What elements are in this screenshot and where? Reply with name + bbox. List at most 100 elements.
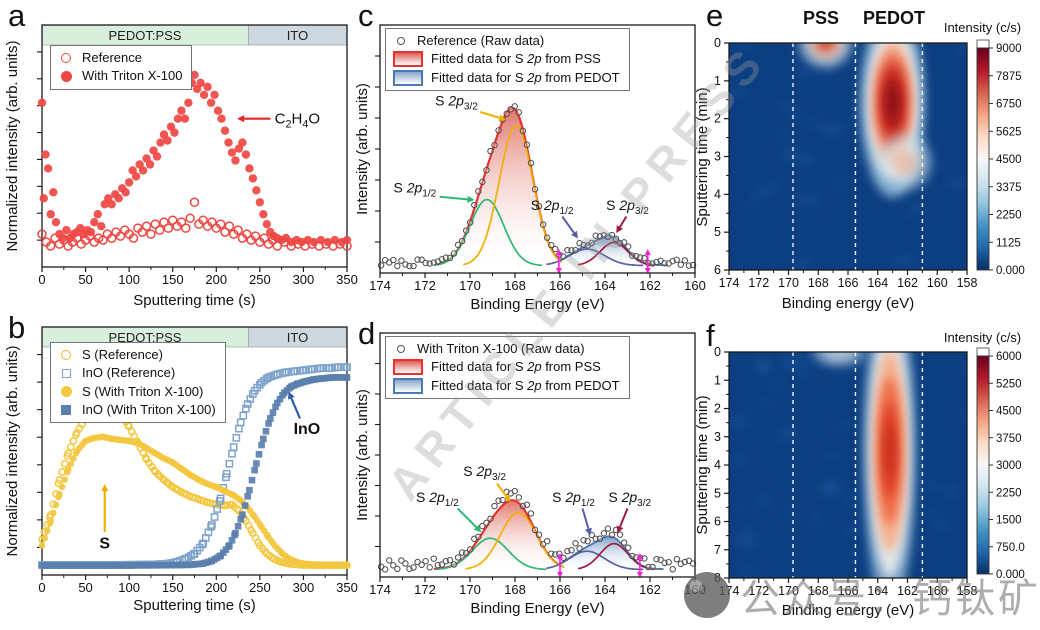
legend-label: Fitted data for S 2p from PSS	[431, 359, 601, 375]
open-circle-marker-icon	[58, 53, 74, 64]
panel-a-legend: Reference With Triton X-100	[50, 45, 193, 90]
legend-row-triton: With Triton X-100	[58, 68, 182, 84]
svg-text:S: S	[99, 536, 110, 553]
svg-text:S 2p3/2: S 2p3/2	[435, 92, 478, 112]
svg-text:150: 150	[162, 580, 184, 595]
svg-text:160: 160	[684, 278, 706, 293]
svg-text:0: 0	[714, 36, 721, 50]
svg-text:S 2p3/2: S 2p3/2	[463, 463, 506, 483]
svg-text:7: 7	[714, 543, 721, 557]
svg-text:1: 1	[714, 74, 721, 88]
svg-text:S 2p1/2: S 2p1/2	[531, 197, 574, 217]
svg-text:164: 164	[867, 584, 888, 598]
svg-text:1125: 1125	[996, 237, 1021, 249]
legend-row-s-triton: S (With Triton X-100)	[58, 384, 216, 400]
panel-b-x-axis-title: Sputtering time (s)	[133, 597, 256, 614]
panel-e-colorbar-title: Intensity (c/s)	[943, 20, 1022, 35]
svg-text:0: 0	[714, 345, 721, 359]
svg-text:5625: 5625	[996, 126, 1022, 138]
panel-f-colorbar-title: Intensity (c/s)	[943, 330, 1022, 345]
legend-row-ino-triton: InO (With Triton X-100)	[58, 402, 216, 418]
filled-square-marker-icon	[58, 404, 74, 415]
panel-e-pedot-region-label: PEDOT	[862, 8, 925, 28]
svg-text:6750: 6750	[996, 99, 1022, 111]
svg-text:174: 174	[719, 584, 740, 598]
legend-label: Reference	[82, 50, 142, 65]
blue-fit-swatch-icon	[393, 377, 423, 394]
panel-c-x-axis-title: Binding Energy (eV)	[470, 296, 605, 313]
panel-a-x-axis-title: Sputtering time (s)	[133, 292, 256, 309]
svg-text:350: 350	[336, 580, 358, 595]
panel-a-band-ito-label: ITO	[286, 28, 309, 43]
legend-label: InO (Reference)	[82, 365, 176, 381]
svg-text:250: 250	[249, 580, 271, 595]
svg-text:160: 160	[927, 276, 948, 290]
panel-e-pss-region-label: PSS	[802, 8, 840, 28]
svg-text:1500: 1500	[996, 515, 1022, 527]
svg-text:0: 0	[38, 580, 45, 595]
legend-row-raw-data: Reference (Raw data)	[393, 33, 620, 49]
svg-text:158: 158	[957, 584, 978, 598]
svg-text:InO: InO	[294, 421, 321, 438]
svg-text:6: 6	[714, 263, 721, 277]
legend-row-reference: Reference	[58, 50, 182, 66]
svg-text:172: 172	[748, 276, 769, 290]
legend-label: S (Reference)	[82, 347, 163, 362]
panel-a-letter: a	[8, 0, 26, 33]
svg-text:162: 162	[897, 276, 918, 290]
svg-text:3: 3	[714, 150, 721, 164]
svg-text:200: 200	[205, 272, 227, 287]
svg-text:170: 170	[459, 278, 481, 293]
open-circle-marker-icon	[393, 37, 409, 46]
svg-text:100: 100	[118, 580, 140, 595]
svg-text:160: 160	[927, 584, 948, 598]
svg-text:164: 164	[867, 276, 888, 290]
svg-text:162: 162	[897, 584, 918, 598]
panel-f-letter: f	[706, 318, 715, 353]
svg-text:166: 166	[838, 584, 859, 598]
svg-text:S 2p3/2: S 2p3/2	[606, 197, 649, 217]
panel-d-letter: d	[358, 316, 376, 351]
svg-text:S 2p3/2: S 2p3/2	[608, 489, 651, 509]
svg-text:0.000: 0.000	[996, 569, 1025, 581]
blue-fit-swatch-icon	[393, 69, 423, 86]
svg-text:3000: 3000	[996, 460, 1022, 472]
legend-label: S (With Triton X-100)	[82, 383, 204, 399]
open-circle-marker-icon	[393, 345, 409, 354]
open-circle-marker-icon	[58, 350, 74, 361]
svg-text:2250: 2250	[996, 487, 1022, 499]
legend-row-s-reference: S (Reference)	[58, 347, 216, 363]
svg-text:C2H4O: C2H4O	[275, 111, 320, 131]
legend-row-raw-data: With Triton X-100 (Raw data)	[393, 341, 620, 357]
svg-text:750.0: 750.0	[996, 542, 1025, 554]
red-fit-swatch-icon	[393, 51, 423, 68]
svg-text:168: 168	[504, 278, 526, 293]
svg-text:3375: 3375	[996, 182, 1022, 194]
svg-text:164: 164	[594, 582, 616, 597]
svg-text:S 2p1/2: S 2p1/2	[393, 179, 436, 199]
svg-text:170: 170	[459, 582, 481, 597]
panel-e-y-axis-title: Sputtering time (min)	[694, 87, 711, 227]
legend-row-fit-pss: Fitted data for S 2p from PSS	[393, 51, 620, 68]
svg-text:4: 4	[714, 458, 721, 472]
panel-b-band-ito-label: ITO	[286, 330, 309, 345]
svg-text:4: 4	[714, 187, 721, 201]
series-with-triton-x-100	[37, 70, 352, 247]
svg-text:168: 168	[808, 584, 829, 598]
svg-text:7875: 7875	[996, 71, 1022, 83]
svg-text:168: 168	[504, 582, 526, 597]
legend-label: Fitted data for S 2p from PEDOT	[431, 69, 620, 85]
svg-text:6: 6	[714, 515, 721, 529]
legend-row-ino-reference: InO (Reference)	[58, 365, 216, 381]
svg-text:300: 300	[293, 580, 315, 595]
svg-text:174: 174	[369, 278, 391, 293]
legend-label: Fitted data for S 2p from PSS	[431, 51, 601, 67]
svg-text:170: 170	[778, 276, 799, 290]
panel-a-chart: 0 50 100 150 200 250 300 350 C2H4O	[37, 24, 358, 287]
filled-circle-marker-icon	[58, 70, 74, 82]
svg-text:1: 1	[714, 373, 721, 387]
svg-text:100: 100	[118, 272, 140, 287]
svg-text:0.000: 0.000	[996, 265, 1025, 277]
